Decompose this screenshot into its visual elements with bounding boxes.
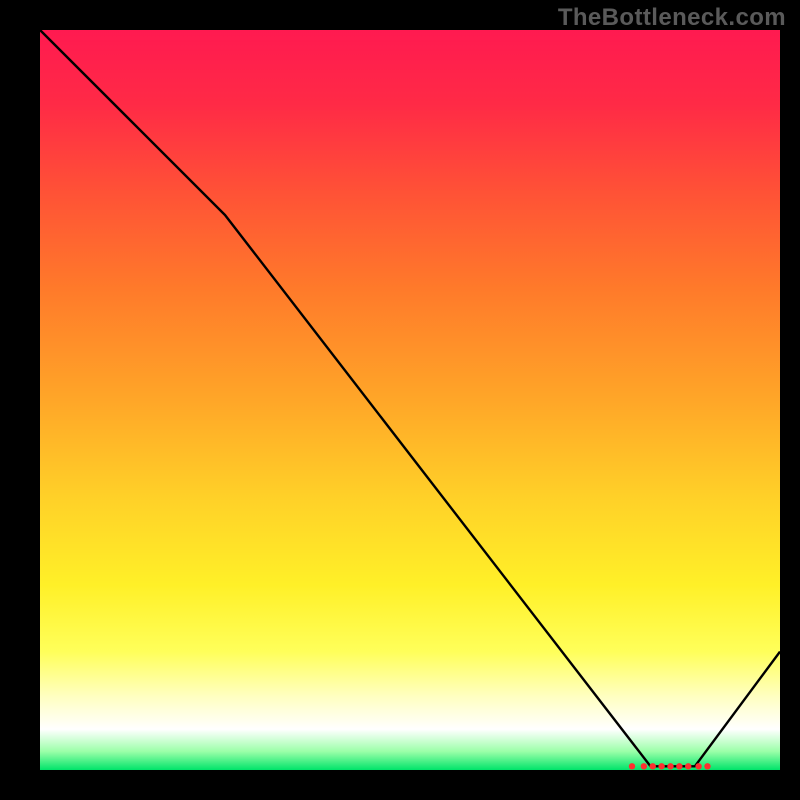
valley-marker — [676, 763, 682, 769]
valley-marker — [685, 763, 691, 769]
chart-root: TheBottleneck.com — [0, 0, 800, 800]
valley-marker — [704, 763, 710, 769]
valley-marker — [650, 763, 656, 769]
chart-svg — [0, 0, 800, 800]
valley-marker — [658, 763, 664, 769]
valley-marker — [629, 763, 635, 769]
valley-marker — [695, 763, 701, 769]
watermark-text: TheBottleneck.com — [558, 4, 786, 32]
valley-marker — [641, 763, 647, 769]
valley-marker — [667, 763, 673, 769]
